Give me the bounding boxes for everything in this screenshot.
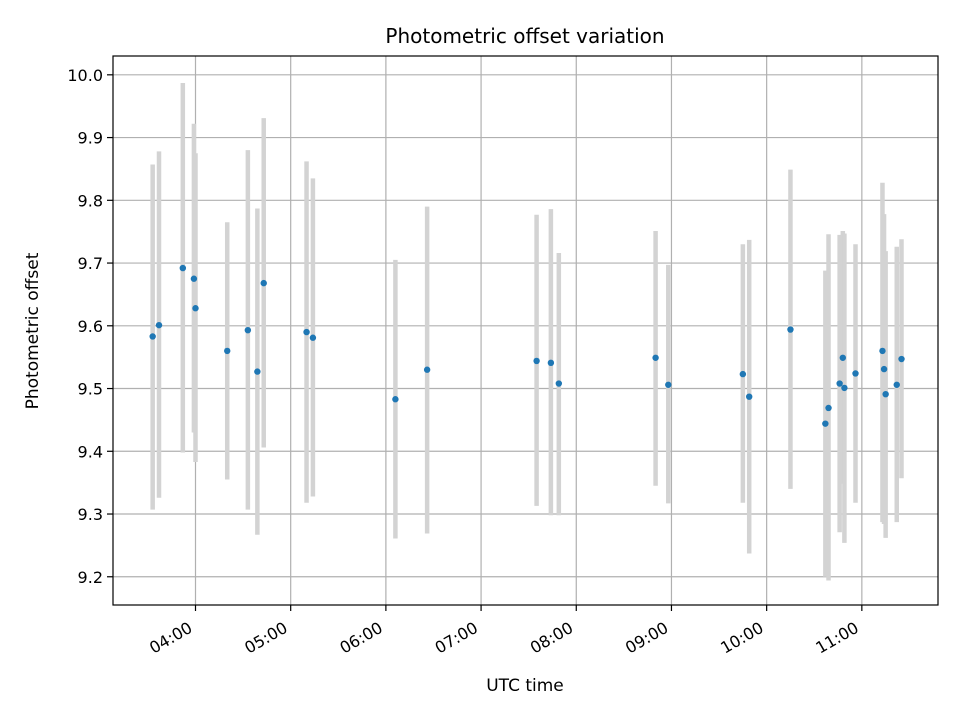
data-point xyxy=(149,333,156,340)
data-point xyxy=(555,380,563,387)
x-tick-label: 08:00 xyxy=(527,618,576,658)
data-point xyxy=(898,355,905,363)
y-tick-label: 9.8 xyxy=(78,191,103,210)
data-point xyxy=(879,347,886,355)
data-point xyxy=(893,381,900,388)
x-tick-label: 09:00 xyxy=(622,618,671,658)
y-tick-label: 9.3 xyxy=(78,505,103,524)
data-point xyxy=(787,326,794,333)
data-points xyxy=(149,264,905,427)
y-tick-label: 9.9 xyxy=(78,129,103,148)
data-point xyxy=(746,393,753,400)
x-tick-label: 07:00 xyxy=(432,618,481,658)
data-point xyxy=(665,381,672,388)
x-axis-title: UTC time xyxy=(486,676,564,696)
data-point xyxy=(533,357,540,365)
plot-frame xyxy=(112,55,939,606)
data-point xyxy=(309,334,317,341)
x-tick-label: 04:00 xyxy=(146,618,195,658)
data-point xyxy=(155,321,163,329)
data-point xyxy=(822,420,829,427)
y-tick-label: 9.7 xyxy=(78,254,103,273)
data-point xyxy=(836,380,843,387)
x-tick-label: 11:00 xyxy=(812,618,861,658)
data-point xyxy=(841,384,848,392)
y-tick-label: 9.5 xyxy=(78,380,103,399)
data-point xyxy=(244,326,252,334)
x-tick-label: 05:00 xyxy=(241,618,290,658)
data-point xyxy=(825,404,832,412)
data-point xyxy=(652,354,659,361)
data-point xyxy=(190,275,198,282)
data-point xyxy=(179,264,187,272)
x-axis: 04:00 05:00 06:00 07:00 08:00 09:00 10:00 11:00 xyxy=(146,605,863,658)
y-tick-label: 10.0 xyxy=(67,66,103,85)
x-tick-label: 06:00 xyxy=(336,618,385,658)
data-point xyxy=(192,305,199,312)
data-point xyxy=(839,354,847,361)
grid xyxy=(113,56,938,605)
data-point xyxy=(882,390,889,398)
data-point xyxy=(423,366,431,373)
data-point xyxy=(303,328,310,336)
y-tick-label: 9.2 xyxy=(78,568,103,587)
data-point xyxy=(260,279,267,287)
data-point xyxy=(739,370,747,378)
data-point xyxy=(392,396,399,403)
y-axis-title: Photometric offset xyxy=(23,252,43,409)
data-point xyxy=(880,365,888,373)
data-point xyxy=(224,347,231,355)
x-tick-label: 10:00 xyxy=(717,618,766,658)
chart-title: Photometric offset variation xyxy=(385,24,664,48)
data-point xyxy=(852,370,859,377)
y-tick-label: 9.6 xyxy=(78,317,103,336)
y-axis: 9.2 9.3 9.4 9.5 9.6 9.7 9.8 9.9 10.0 xyxy=(67,66,113,587)
y-tick-label: 9.4 xyxy=(78,442,103,461)
data-point xyxy=(254,368,261,375)
data-point xyxy=(547,359,555,367)
